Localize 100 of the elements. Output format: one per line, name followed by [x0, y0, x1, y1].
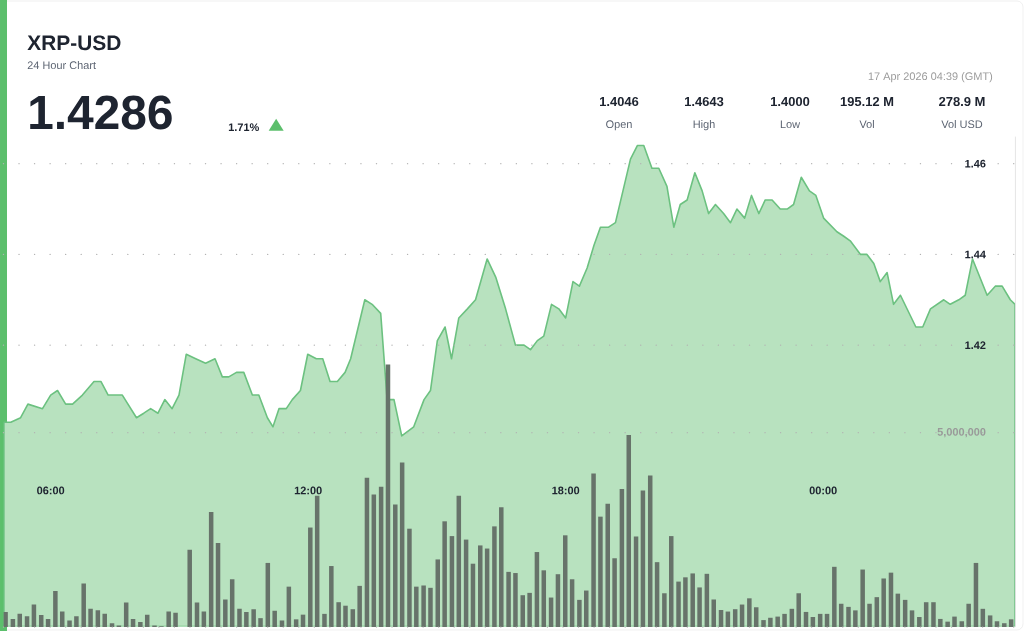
- bar: [414, 586, 419, 628]
- bar: [753, 607, 759, 628]
- bar: [506, 571, 511, 628]
- bar: [1008, 619, 1014, 628]
- bar: [782, 613, 787, 628]
- y2-tick-label: 5,000,000: [937, 427, 986, 438]
- bar: [138, 622, 143, 628]
- bar: [251, 609, 256, 628]
- bar: [442, 521, 447, 628]
- bar: [244, 611, 249, 628]
- y-tick-label: 1.46: [965, 159, 986, 168]
- bar: [662, 593, 667, 628]
- bar: [499, 507, 504, 628]
- bar: [598, 516, 603, 628]
- bar: [952, 616, 957, 628]
- bar: [860, 569, 865, 628]
- bar: [173, 612, 178, 628]
- text: High: [693, 120, 715, 131]
- bar: [3, 611, 8, 628]
- bar: [832, 566, 837, 628]
- bar: [938, 618, 943, 628]
- bar: [881, 578, 886, 628]
- chart-title: XRP-USD: [27, 35, 121, 51]
- y-tick-label: 1.44: [965, 250, 986, 259]
- bar: [867, 603, 872, 628]
- bar: [987, 615, 993, 628]
- bar: [676, 581, 681, 628]
- bar: [584, 590, 589, 628]
- y-tick-label: 1.42: [965, 341, 986, 349]
- bar: [761, 620, 766, 628]
- bar: [846, 606, 851, 628]
- bar: [768, 617, 773, 628]
- bar: [336, 602, 341, 628]
- text: 278.9 M: [939, 96, 985, 107]
- bar: [343, 605, 348, 628]
- bar: [393, 504, 398, 628]
- text: 17 Apr 2026 04:39 (GMT): [868, 72, 993, 83]
- text: 1.4643: [685, 96, 724, 107]
- text: Vol USD: [941, 120, 983, 129]
- bar: [527, 592, 532, 628]
- bar: [931, 602, 936, 628]
- text: 1.4000: [771, 96, 810, 107]
- bar: [690, 573, 695, 628]
- bar: [513, 573, 518, 628]
- bar: [909, 610, 915, 628]
- bar: [81, 583, 86, 628]
- bar: [187, 549, 192, 628]
- bar: [329, 566, 334, 628]
- text: 1.4046: [600, 96, 639, 107]
- bar: [591, 473, 596, 628]
- bar: [88, 608, 93, 628]
- text: Open: [606, 120, 632, 131]
- bar: [53, 590, 58, 628]
- text: 1.71%: [228, 123, 259, 132]
- bar: [279, 620, 285, 628]
- bar: [308, 527, 313, 628]
- bar: [74, 616, 79, 628]
- text: 1.4286: [30, 95, 172, 130]
- text: Low: [780, 120, 801, 129]
- bar: [407, 528, 412, 628]
- bar: [102, 613, 107, 628]
- bar: [478, 545, 483, 628]
- bar: [357, 585, 362, 628]
- bar: [166, 611, 171, 628]
- bar: [683, 577, 688, 628]
- x-tick-label: 12:00: [294, 486, 322, 495]
- bar: [1002, 623, 1007, 628]
- bar: [492, 526, 497, 628]
- x-tick-label: 06:00: [37, 486, 65, 495]
- bar: [520, 595, 525, 628]
- x-tick-label: 18:00: [552, 486, 580, 495]
- chart-subtitle: 24 Hour Chart: [27, 61, 96, 70]
- bar: [272, 610, 277, 628]
- bar: [421, 585, 426, 628]
- bar: [577, 599, 582, 628]
- text: 195.12 M: [840, 96, 894, 107]
- bar: [853, 610, 858, 628]
- bar: [917, 616, 922, 628]
- bar: [24, 616, 30, 628]
- bar: [258, 618, 263, 628]
- bar: [747, 598, 752, 628]
- bar: [711, 599, 716, 628]
- bar: [67, 620, 72, 628]
- bar: [945, 621, 950, 628]
- bar: [223, 599, 228, 628]
- bar: [322, 613, 327, 628]
- bar: [966, 603, 971, 628]
- bar: [959, 621, 965, 628]
- bar: [775, 616, 780, 628]
- bar: [796, 593, 801, 628]
- bar: [994, 621, 1000, 628]
- bar: [293, 619, 299, 628]
- x-tick-label: 00:00: [809, 486, 837, 495]
- bar: [17, 613, 23, 628]
- text: Vol: [859, 120, 874, 129]
- bar: [428, 587, 433, 628]
- bar: [237, 608, 242, 628]
- bar: [612, 558, 617, 628]
- bar: [605, 503, 610, 628]
- bar: [697, 587, 702, 628]
